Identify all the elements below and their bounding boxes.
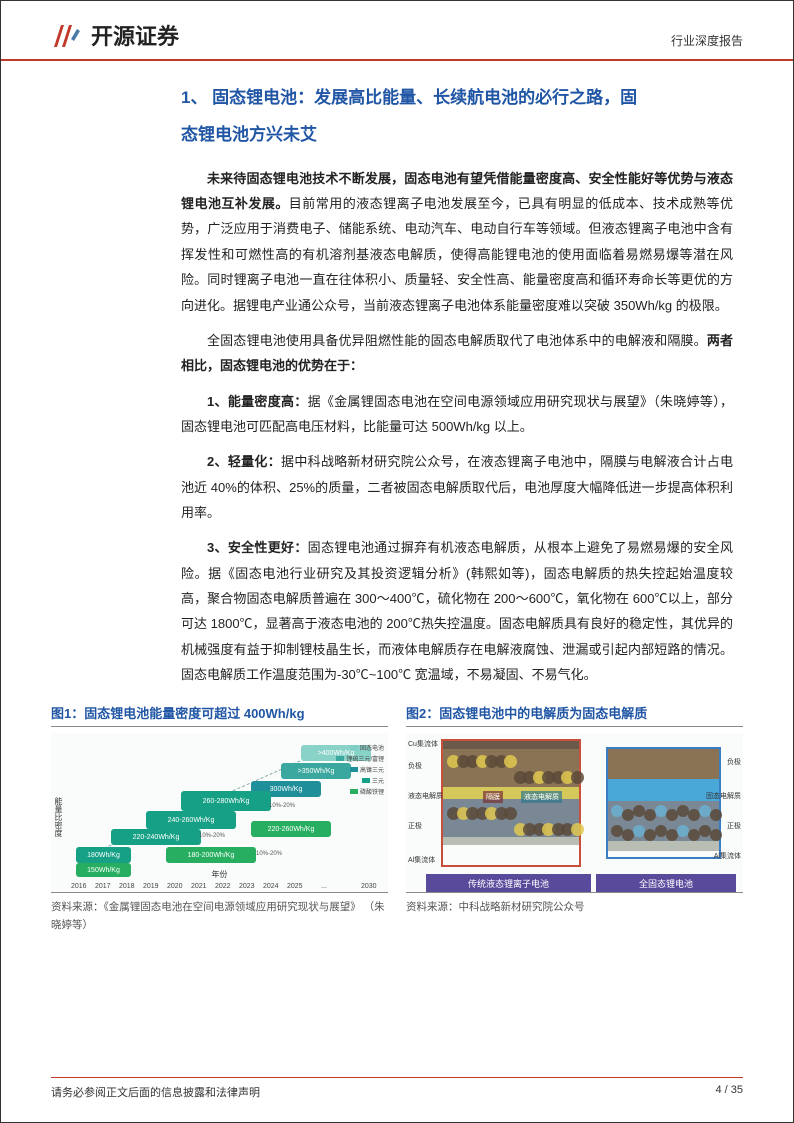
- heading-line2: 态锂电池方兴未艾: [181, 116, 733, 153]
- paragraph-1: 未来待固态锂电池技术不断发展，固态电池有望凭借能量密度高、安全性能好等优势与液态…: [181, 166, 733, 318]
- layer-label: 负极: [408, 761, 422, 771]
- fig2-caption-left: 传统液态锂离子电池: [426, 874, 591, 892]
- p3-bold: 1、能量密度高：: [207, 394, 308, 409]
- fig1-xtick: 2025: [287, 883, 303, 890]
- layer-label: Al集流体: [714, 851, 741, 861]
- roadmap-box: 220-260Wh/Kg: [251, 821, 331, 837]
- company-name: 开源证券: [91, 19, 179, 51]
- p5-bold: 3、安全性更好：: [207, 540, 308, 555]
- p1-rest: 目前常用的液态锂离子电池发展至今，已具有明显的低成本、技术成熟等优势，广泛应用于…: [181, 196, 733, 312]
- page-header: 开源证券 行业深度报告: [1, 1, 793, 61]
- roadmap-box: 220-240Wh/Kg: [111, 829, 201, 845]
- roadmap-box: 180Wh/Kg: [76, 847, 131, 863]
- layer-label: 正极: [727, 821, 741, 831]
- company-logo-icon: [51, 19, 83, 51]
- roadmap-box: 150Wh/Kg: [76, 863, 131, 877]
- heading-line1: 1、 固态锂电池：发展高比能量、长续航电池的必行之路，固: [181, 79, 733, 116]
- paragraph-4: 2、轻量化：据中科战略新材研究院公众号，在液态锂离子电池中，隔膜与电解液合计占电…: [181, 449, 733, 525]
- legend-item: 磷酸铁锂: [350, 787, 384, 796]
- pct-note: 10%-20%: [199, 833, 225, 839]
- pct-note: 10%-20%: [256, 851, 282, 857]
- fig1-xtick: 2021: [191, 883, 207, 890]
- legend-item: 固态电池: [350, 743, 384, 752]
- figure-1: 图1：固态锂电池能量密度可超过 400Wh/kg 能量比密度 >400Wh/Kg…: [51, 703, 388, 935]
- paragraph-5: 3、安全性更好：固态锂电池通过摒弃有机液态电解质，从根本上避免了易燃易爆的安全风…: [181, 535, 733, 687]
- page-footer: 请务必参阅正文后面的信息披露和法律声明 4 / 35: [51, 1077, 743, 1100]
- fig2-caption-right: 全固态锂电池: [596, 874, 736, 892]
- legend-item: 三元: [362, 776, 384, 785]
- fig1-xtick: 2018: [119, 883, 135, 890]
- logo-block: 开源证券: [51, 19, 179, 51]
- fig1-xtick: ...: [321, 883, 327, 890]
- section-heading: 1、 固态锂电池：发展高比能量、长续航电池的必行之路，固 态锂电池方兴未艾: [181, 79, 733, 154]
- layer-label: Cu集流体: [408, 739, 438, 749]
- figures-row: 图1：固态锂电池能量密度可超过 400Wh/kg 能量比密度 >400Wh/Kg…: [1, 697, 793, 935]
- doc-type: 行业深度报告: [671, 32, 743, 51]
- layer-label: 负极: [727, 757, 741, 767]
- fig1-xtick: 2020: [167, 883, 183, 890]
- fig2-source: 资料来源：中科战略新材研究院公众号: [406, 899, 743, 917]
- footer-page: 4 / 35: [715, 1084, 743, 1100]
- fig1-xtick: 2022: [215, 883, 231, 890]
- fig1-xtick: 2023: [239, 883, 255, 890]
- roadmap-box: >350Wh/Kg: [281, 763, 351, 779]
- roadmap-box: 180-200Wh/Kg: [166, 847, 256, 863]
- fig1-chart: 能量比密度 >400Wh/Kg>350Wh/Kg300Wh/Kg260-280W…: [51, 733, 388, 893]
- layer-label: 固态电解质: [706, 791, 741, 801]
- legend-item: 锂硫三元/富锂: [336, 754, 384, 763]
- fig1-xaxis: 年份: [212, 869, 228, 880]
- layer-label: 液态电解质: [408, 791, 443, 801]
- paragraph-3: 1、能量密度高：据《金属锂固态电池在空间电源领域应用研究现状与展望》（朱晓婷等）…: [181, 389, 733, 440]
- pct-note: 10%-20%: [269, 803, 295, 809]
- liquid-cell-panel: 隔膜液态电解质: [441, 739, 581, 867]
- fig1-xtick: 2017: [95, 883, 111, 890]
- fig2-diagram: 隔膜液态电解质Cu集流体负极液态电解质正极 Al集流体 负极固态电解质正极 Al集流体…: [406, 733, 743, 893]
- fig1-xtick: 2019: [143, 883, 159, 890]
- main-content: 1、 固态锂电池：发展高比能量、长续航电池的必行之路，固 态锂电池方兴未艾 未来…: [1, 61, 793, 687]
- paragraph-2: 全固态锂电池使用具备优异阻燃性能的固态电解质取代了电池体系中的电解液和隔膜。两者…: [181, 328, 733, 379]
- legend-item: 高镍三元: [350, 765, 384, 774]
- fig1-source: 资料来源：《金属锂固态电池在空间电源领域应用研究现状与展望》 （朱晓婷等）: [51, 899, 388, 935]
- solid-cell-panel: [606, 747, 721, 859]
- fig1-xtick: 2024: [263, 883, 279, 890]
- footer-disclaimer: 请务必参阅正文后面的信息披露和法律声明: [51, 1084, 260, 1100]
- fig1-yaxis: 能量比密度: [53, 797, 64, 837]
- fig1-title: 图1：固态锂电池能量密度可超过 400Wh/kg: [51, 703, 388, 727]
- roadmap-box: 260-280Wh/Kg: [181, 791, 271, 811]
- fig1-xtick: 2016: [71, 883, 87, 890]
- fig2-title: 图2：固态锂电池中的电解质为固态电解质: [406, 703, 743, 727]
- layer-label: 正极: [408, 821, 422, 831]
- fig1-xtick: 2030: [361, 883, 377, 890]
- roadmap-box: 240-260Wh/Kg: [146, 811, 236, 829]
- p2-a: 全固态锂电池使用具备优异阻燃性能的固态电解质取代了电池体系中的电解液和隔膜。: [207, 333, 707, 348]
- figure-2: 图2：固态锂电池中的电解质为固态电解质 隔膜液态电解质Cu集流体负极液态电解质正…: [406, 703, 743, 935]
- layer-label: Al集流体: [408, 855, 435, 865]
- p4-bold: 2、轻量化：: [207, 454, 281, 469]
- p5-rest: 固态锂电池通过摒弃有机液态电解质，从根本上避免了易燃易爆的安全风险。据《固态电池…: [181, 540, 733, 682]
